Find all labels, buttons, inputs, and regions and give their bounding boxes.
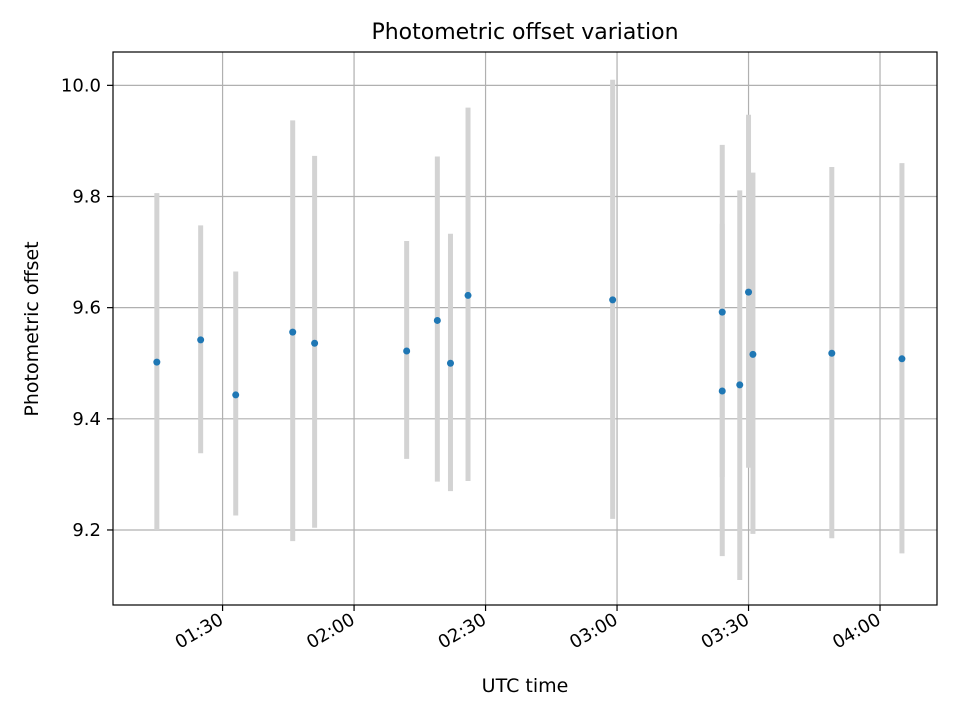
data-point (718, 308, 726, 316)
data-point (828, 349, 836, 357)
data-point (153, 358, 161, 366)
data-point (311, 339, 319, 347)
data-points (153, 288, 906, 399)
y-tick-label: 9.4 (72, 409, 101, 430)
data-point (749, 350, 757, 358)
data-point (403, 347, 411, 355)
y-tick-label: 9.2 (72, 520, 101, 541)
data-point (464, 291, 472, 299)
y-axis-label: Photometric offset (21, 241, 43, 416)
data-point (289, 328, 297, 336)
grid (113, 52, 937, 605)
plot-frame (112, 51, 938, 606)
data-point (736, 381, 744, 389)
y-tick-label: 10.0 (61, 75, 101, 96)
chart-title: Photometric offset variation (371, 20, 678, 45)
data-point (898, 355, 906, 363)
data-point (745, 288, 753, 296)
x-axis-label: UTC time (482, 675, 569, 697)
data-point (433, 316, 441, 324)
y-tick-label: 9.6 (72, 298, 101, 319)
data-point (718, 387, 726, 395)
data-point (609, 296, 617, 304)
data-point (232, 391, 240, 399)
data-point (446, 359, 454, 367)
data-point (197, 336, 205, 344)
y-axis-ticks: 9.2 9.4 9.6 9.8 10.0 (61, 75, 113, 541)
y-tick-label: 9.8 (72, 187, 101, 208)
